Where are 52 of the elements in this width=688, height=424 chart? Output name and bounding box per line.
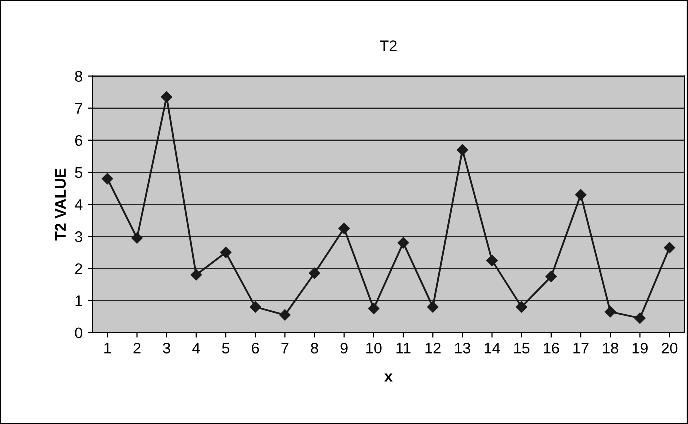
x-tick-label: 20 — [662, 342, 678, 354]
point — [161, 92, 172, 103]
point — [102, 173, 114, 185]
y-tick-label: 0 — [75, 328, 83, 339]
x-tick-label: 8 — [311, 342, 318, 354]
y-tick-label: 1 — [76, 296, 82, 306]
point — [132, 232, 143, 244]
x-tick-label: 19 — [632, 342, 648, 354]
x-tick-label: 10 — [366, 342, 382, 354]
y-tick-label: 6 — [75, 135, 82, 146]
x-tick-label: 18 — [603, 342, 618, 354]
y-tick-label: 2 — [75, 264, 82, 274]
y-tick-label: 5 — [75, 168, 83, 178]
point — [309, 268, 320, 280]
point — [220, 247, 232, 258]
y-tick-label: 3 — [75, 232, 82, 242]
y-tick-label: 8 — [75, 71, 82, 82]
x-tick-label: 9 — [340, 342, 348, 354]
x-tick-label: 12 — [426, 342, 441, 354]
point — [427, 302, 439, 313]
x-tick-label: 16 — [544, 342, 560, 354]
point — [250, 302, 262, 313]
point — [457, 144, 468, 156]
x-axis-title: x — [384, 374, 393, 382]
point — [634, 312, 646, 324]
x-tick-label: 3 — [163, 342, 170, 354]
x-tick-label: 11 — [396, 343, 411, 354]
chart-title: T2 — [380, 40, 397, 52]
x-tick-label: 7 — [282, 343, 289, 354]
point — [664, 242, 676, 254]
x-tick-label: 2 — [134, 342, 141, 354]
point — [190, 270, 202, 281]
x-tick-label: 17 — [574, 343, 589, 354]
point — [280, 310, 291, 321]
point — [516, 302, 528, 313]
point — [486, 255, 498, 266]
x-tick-label: 6 — [252, 342, 260, 354]
x-tick-label: 5 — [222, 343, 230, 354]
point — [546, 271, 558, 282]
point — [604, 306, 616, 318]
point — [368, 303, 380, 314]
x-tick-label: 4 — [192, 343, 200, 354]
x-tick-label: 14 — [484, 343, 500, 354]
y-tick-label: 7 — [75, 103, 82, 114]
point — [398, 237, 410, 249]
y-axis-title: T2 VALUE — [55, 168, 66, 241]
x-tick-label: 15 — [514, 343, 530, 354]
x-tick-label: 13 — [455, 342, 471, 354]
x-tick-label: 1 — [104, 343, 112, 354]
point — [338, 223, 350, 234]
y-tick-label: 4 — [75, 200, 83, 210]
point — [575, 189, 587, 201]
